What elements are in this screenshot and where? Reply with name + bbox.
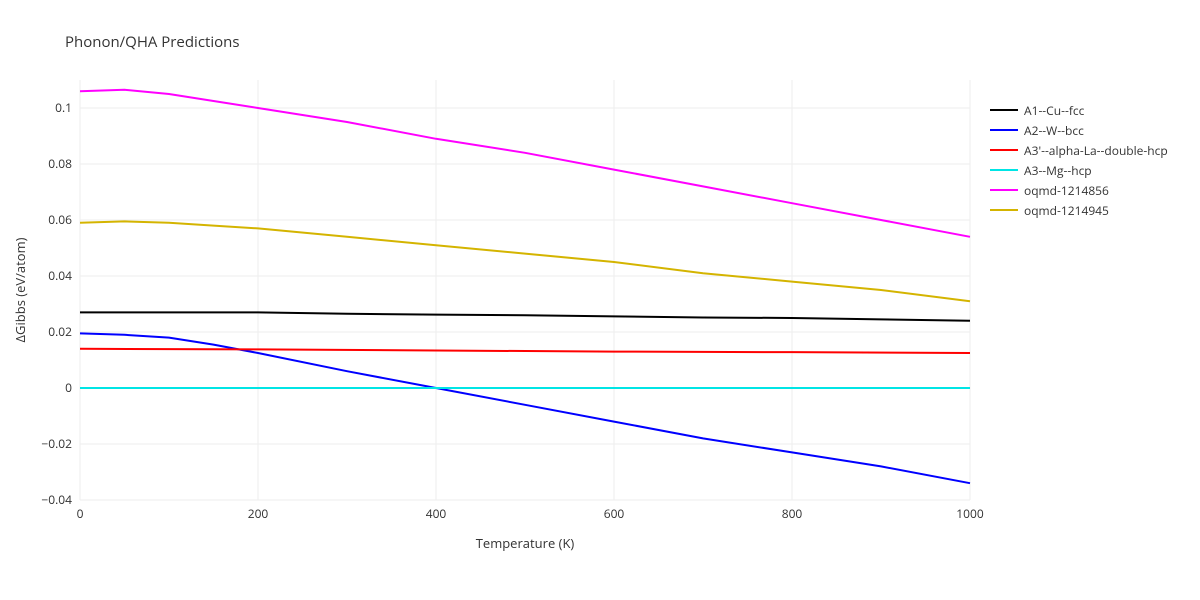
y-tick-label: −0.04 xyxy=(41,491,72,508)
legend-label: A1--Cu--fcc xyxy=(1024,102,1084,119)
x-tick-label: 400 xyxy=(426,505,447,522)
legend-label: oqmd-1214856 xyxy=(1024,182,1109,199)
legend-label: A2--W--bcc xyxy=(1024,122,1084,139)
legend-label: A3--Mg--hcp xyxy=(1024,162,1092,179)
legend-label: oqmd-1214945 xyxy=(1024,202,1109,219)
legend-swatch xyxy=(990,209,1018,211)
chart-container: Phonon/QHA Predictions 02004006008001000… xyxy=(0,0,1200,600)
legend-swatch xyxy=(990,169,1018,171)
x-tick-label: 600 xyxy=(604,505,625,522)
series-line[interactable] xyxy=(80,333,970,483)
y-tick-label: −0.02 xyxy=(41,435,72,452)
series-line[interactable] xyxy=(80,221,970,301)
y-tick-label: 0.04 xyxy=(48,267,72,284)
legend-swatch xyxy=(990,189,1018,191)
y-tick-label: 0.08 xyxy=(48,155,72,172)
y-tick-label: 0 xyxy=(65,379,72,396)
y-tick-label: 0.06 xyxy=(48,211,72,228)
chart-plot: 0 200 400 600 800 1000 −0.04 −0.02 0 0.02 0.04 0.06… xyxy=(0,0,1200,600)
legend-swatch xyxy=(990,129,1018,131)
legend-item[interactable]: oqmd-1214945 xyxy=(990,200,1168,220)
y-axis-label: ΔGibbs (eV/atom) xyxy=(11,237,29,342)
legend-label: A3'--alpha-La--double-hcp xyxy=(1024,142,1168,159)
legend-item[interactable]: A3'--alpha-La--double-hcp xyxy=(990,140,1168,160)
legend-item[interactable]: A2--W--bcc xyxy=(990,120,1168,140)
legend-item[interactable]: oqmd-1214856 xyxy=(990,180,1168,200)
x-tick-label: 800 xyxy=(782,505,803,522)
legend-swatch xyxy=(990,149,1018,151)
series-line[interactable] xyxy=(80,90,970,237)
legend-item[interactable]: A3--Mg--hcp xyxy=(990,160,1168,180)
x-tick-label: 1000 xyxy=(956,505,984,522)
y-tick-label: 0.02 xyxy=(48,323,72,340)
legend-swatch xyxy=(990,109,1018,111)
chart-legend[interactable]: A1--Cu--fcc A2--W--bcc A3'--alpha-La--doub… xyxy=(990,100,1168,220)
series-line[interactable] xyxy=(80,349,970,353)
legend-item[interactable]: A1--Cu--fcc xyxy=(990,100,1168,120)
series-line[interactable] xyxy=(80,312,970,320)
x-tick-label: 200 xyxy=(248,505,269,522)
y-tick-label: 0.1 xyxy=(55,99,72,116)
x-axis-label: Temperature (K) xyxy=(476,534,575,552)
x-tick-label: 0 xyxy=(77,505,84,522)
